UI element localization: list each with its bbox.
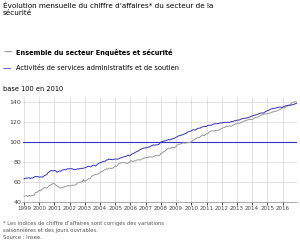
Text: Activités de services administratifs et de soutien: Activités de services administratifs et … (16, 65, 179, 71)
Text: —: — (3, 48, 11, 57)
Text: base 100 en 2010: base 100 en 2010 (3, 86, 63, 92)
Text: * Les indices de chiffre d'affaires sont corrigés des variations
saisonnières et: * Les indices de chiffre d'affaires sont… (3, 220, 164, 240)
Text: Évolution mensuelle du chiffre d'affaires* du secteur de la
sécurité: Évolution mensuelle du chiffre d'affaire… (3, 2, 213, 16)
Text: —: — (3, 64, 11, 73)
Text: Ensemble du secteur Enquêtes et sécurité: Ensemble du secteur Enquêtes et sécurité (16, 49, 173, 56)
